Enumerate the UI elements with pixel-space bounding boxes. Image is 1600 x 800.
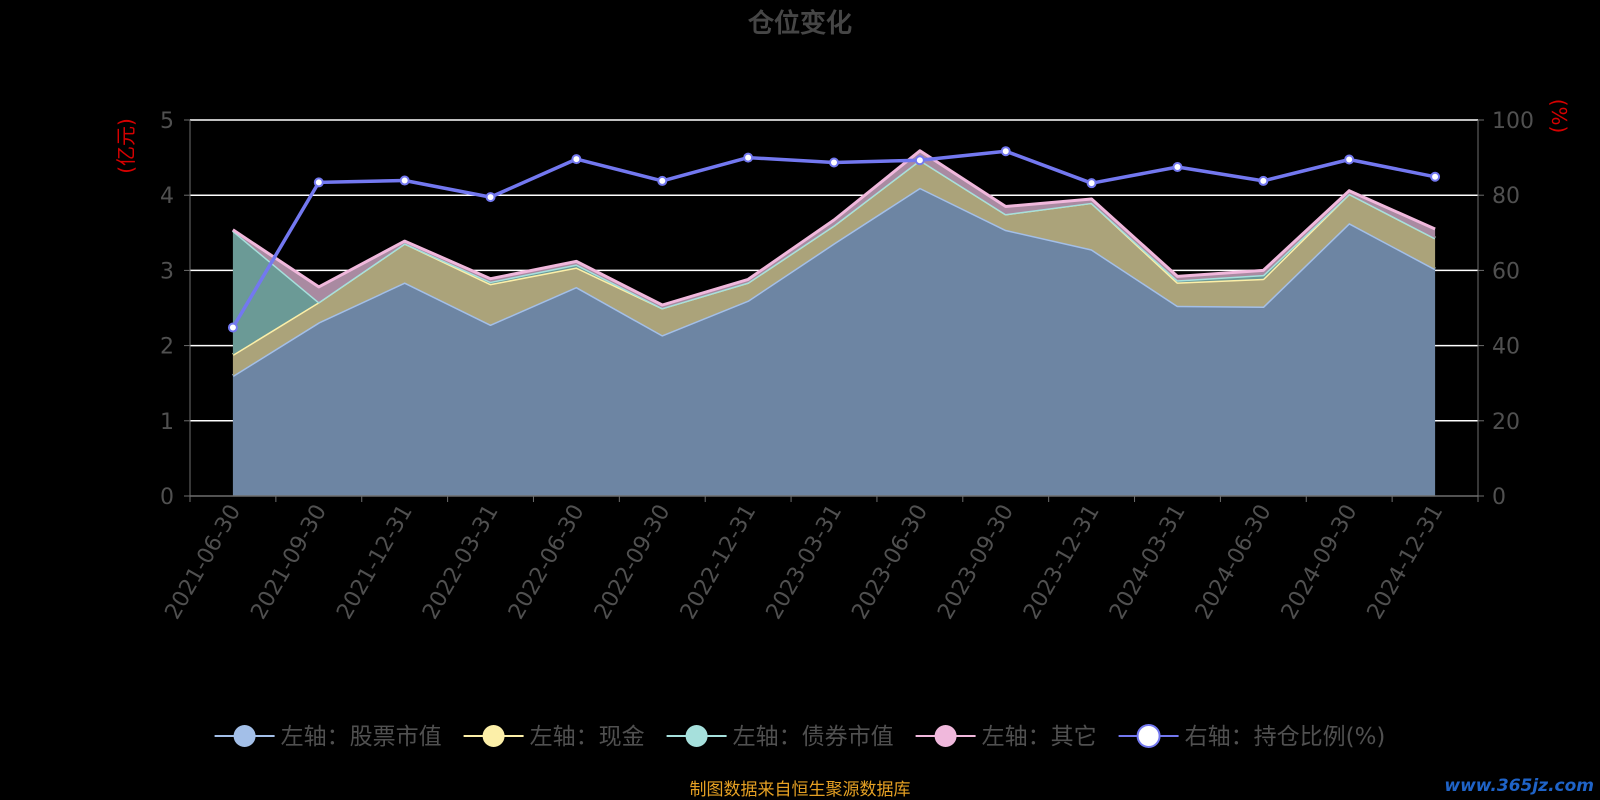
legend-label: 右轴：持仓比例(%): [1185, 724, 1386, 750]
ratio-point[interactable]: [313, 177, 324, 188]
left-tick-label: 0: [160, 485, 174, 510]
area-edge-3: [232, 149, 1436, 307]
legend-marker-icon: [685, 725, 708, 747]
legend-marker-icon: [482, 725, 505, 747]
legend-label: 左轴：现金: [530, 724, 645, 750]
legend[interactable]: 左轴：股票市值 左轴：现金 左轴：债券市值 左轴：其它 右轴：持仓比例(%): [214, 724, 1386, 750]
legend-marker-icon: [934, 725, 957, 747]
series-lines: [227, 146, 1441, 333]
right-tick-label: 60: [1492, 259, 1520, 284]
ratio-point[interactable]: [829, 157, 839, 168]
x-tick-label: 2023-03-31: [762, 501, 848, 624]
x-tick-label: 2023-06-30: [847, 501, 933, 624]
legend-label: 左轴：债券市值: [733, 724, 894, 750]
left-tick-label: 1: [160, 410, 174, 435]
legend-item[interactable]: 左轴：股票市值: [214, 724, 442, 750]
ratio-point[interactable]: [657, 175, 668, 186]
area-0: [232, 187, 1436, 496]
ratio-point[interactable]: [227, 322, 238, 333]
x-tick-label: 2023-09-30: [933, 501, 1019, 624]
x-tick-label: 2021-12-31: [332, 500, 418, 623]
watermark: www.365jz.com: [1444, 776, 1594, 796]
right-tick-label: 100: [1492, 109, 1534, 134]
x-tick-label: 2023-12-31: [1019, 501, 1105, 624]
x-tick-label: 2022-06-30: [504, 501, 590, 624]
ratio-point[interactable]: [743, 152, 754, 163]
legend-item[interactable]: 左轴：现金: [463, 724, 645, 750]
x-tick-label: 2021-09-30: [246, 501, 332, 624]
left-tick-label: 4: [160, 184, 174, 209]
legend-label: 左轴：股票市值: [281, 724, 442, 750]
ratio-point[interactable]: [571, 154, 582, 165]
ratio-point[interactable]: [1344, 154, 1355, 165]
ratio-point[interactable]: [1258, 175, 1269, 186]
legend-marker-icon: [1136, 724, 1161, 748]
left-tick-label: 5: [160, 109, 174, 134]
ratio-point[interactable]: [1086, 178, 1097, 189]
x-tick-label: 2021-06-30: [161, 501, 247, 624]
ratio-point[interactable]: [399, 175, 410, 186]
left-axis-unit: (亿元): [114, 118, 138, 174]
right-tick-label: 0: [1492, 485, 1506, 510]
legend-item[interactable]: 左轴：债券市值: [666, 724, 894, 750]
left-tick-label: 3: [160, 259, 174, 284]
legend-marker-icon: [233, 725, 256, 747]
ratio-point[interactable]: [1000, 146, 1011, 157]
x-tick-label: 2024-12-31: [1363, 501, 1449, 624]
x-tick-label: 2024-06-30: [1191, 501, 1277, 624]
ratio-point[interactable]: [1430, 171, 1441, 182]
right-tick-label: 80: [1492, 184, 1520, 209]
stacked-areas: [231, 149, 1436, 496]
ratio-point[interactable]: [485, 192, 496, 203]
right-tick-label: 20: [1492, 410, 1520, 435]
legend-label: 左轴：其它: [982, 724, 1097, 750]
x-tick-label: 2024-03-31: [1105, 501, 1191, 624]
legend-item[interactable]: 右轴：持仓比例(%): [1118, 724, 1386, 750]
x-tick-label: 2022-09-30: [590, 501, 676, 624]
x-tick-label: 2022-12-31: [676, 501, 762, 624]
right-tick-label: 40: [1492, 335, 1520, 360]
x-tick-label: 2022-03-31: [418, 501, 504, 624]
left-tick-label: 2: [160, 335, 174, 360]
data-source-note: 制图数据来自恒生聚源数据库: [690, 780, 911, 800]
ratio-point[interactable]: [1172, 162, 1183, 172]
x-tick-label: 2024-09-30: [1277, 501, 1363, 624]
ratio-point[interactable]: [914, 155, 925, 166]
chart-title: 仓位变化: [747, 8, 852, 39]
legend-item[interactable]: 左轴：其它: [915, 724, 1097, 750]
right-axis-unit: (%): [1547, 99, 1571, 134]
